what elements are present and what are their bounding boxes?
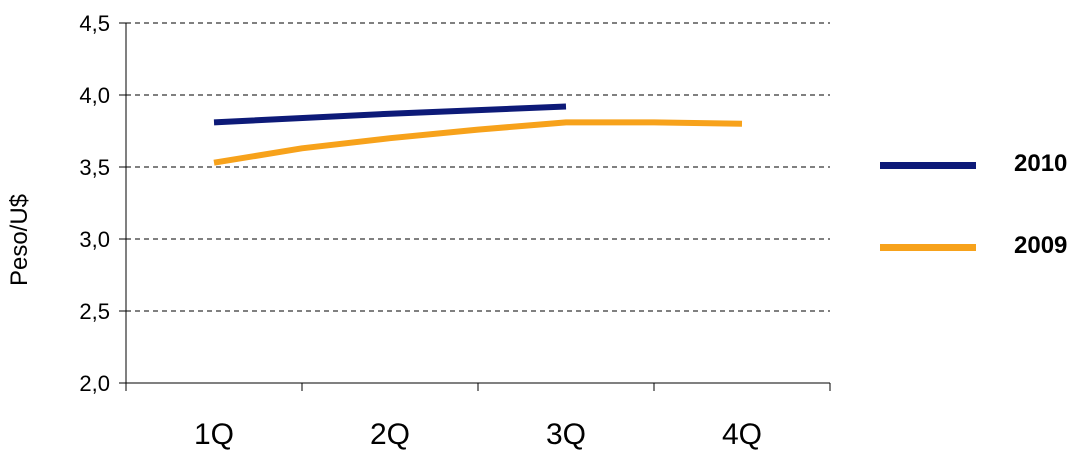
grid-lines (126, 22, 830, 312)
axes (119, 22, 831, 391)
series-lines (213, 103, 743, 166)
y-tick-label: 3,0 (79, 227, 110, 252)
y-tick-label: 2,0 (79, 371, 110, 396)
x-tick-label-2Q: 2Q (370, 418, 410, 451)
legend-swatch-2010 (880, 162, 976, 169)
tick-labels: 2,0 2,5 3,0 3,5 4,0 4,5 1Q 2Q 3Q 4Q (79, 11, 762, 451)
x-tick-label-1Q: 1Q (194, 418, 234, 451)
x-tick-label-4Q: 4Q (722, 418, 762, 451)
series-line-2010 (213, 103, 567, 126)
x-tick-label-3Q: 3Q (546, 418, 586, 451)
series-line-2009 (213, 119, 743, 166)
legend-label-2009: 2009 (1014, 232, 1068, 259)
y-tick-label: 3,5 (79, 155, 110, 180)
legend-swatch-2009 (880, 244, 976, 251)
y-tick-label: 4,0 (79, 83, 110, 108)
legend-label-2010: 2010 (1014, 150, 1068, 177)
y-tick-label: 2,5 (79, 299, 110, 324)
y-tick-label: 4,5 (79, 11, 110, 36)
y-axis-label: Peso/U$ (6, 193, 33, 287)
